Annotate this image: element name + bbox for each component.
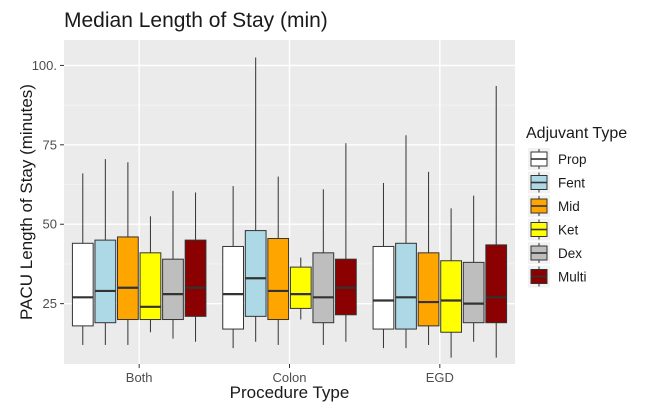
box-prop-egd (372, 182, 395, 349)
box-multi-both (184, 192, 207, 342)
box-dex-egd (462, 195, 485, 342)
box-body (267, 238, 290, 321)
box-body (222, 245, 244, 330)
chart-title: Median Length of Stay (min) (64, 9, 328, 32)
legend-item-mid: Mid (528, 195, 580, 217)
legend-item-ket: Ket (528, 218, 579, 241)
box-body (162, 258, 184, 321)
x-axis-title: Procedure Type (230, 383, 350, 402)
y-tick-label: 50 (43, 217, 57, 232)
box-series (71, 57, 508, 358)
x-axis-ticks: Both Colon EGD (126, 364, 454, 385)
y-tick-label: 100. (32, 58, 57, 73)
grid-lines (64, 40, 515, 364)
box-body (462, 261, 485, 324)
box-body (395, 242, 417, 330)
box-fent-egd (395, 135, 417, 349)
box-fent-both (94, 159, 117, 345)
box-body (94, 239, 117, 324)
box-body (244, 230, 267, 317)
legend-label: Dex (558, 246, 582, 261)
box-mid-colon (267, 176, 290, 345)
legend-label: Ket (558, 223, 579, 238)
box-mid-egd (417, 171, 440, 345)
y-axis-title: PACU Length of Stay (minutes) (17, 84, 36, 320)
box-body (289, 266, 312, 309)
x-tick-label: Both (126, 370, 153, 385)
legend-label: Mid (558, 199, 580, 214)
x-tick-label: EGD (426, 370, 454, 385)
box-body (117, 236, 139, 321)
box-body (312, 252, 335, 324)
y-tick-label: 75 (43, 137, 57, 152)
y-axis-ticks: 25 50 75 100. (32, 58, 64, 311)
legend-label: Multi (558, 270, 587, 285)
box-ket-both (139, 216, 162, 333)
legend-items: Prop Fent Mid Ket Dex Multi (528, 148, 587, 288)
box-prop-both (71, 173, 94, 345)
box-fent-colon (244, 57, 267, 342)
box-ket-egd (440, 208, 462, 358)
box-mid-both (117, 162, 139, 345)
legend: Adjuvant Type Prop Fent Mid Ket Dex Multi (526, 125, 627, 288)
box-body (440, 260, 462, 333)
legend-item-fent: Fent (528, 171, 585, 194)
legend-label: Prop (558, 152, 587, 167)
box-prop-colon (222, 186, 244, 349)
legend-item-dex: Dex (528, 242, 582, 264)
box-ket-colon (289, 257, 312, 320)
box-dex-both (162, 190, 184, 339)
box-body (485, 244, 508, 324)
box-body (417, 252, 440, 327)
legend-item-multi: Multi (528, 265, 587, 288)
box-multi-colon (335, 143, 357, 342)
box-dex-colon (312, 189, 335, 345)
legend-title: Adjuvant Type (526, 125, 627, 142)
box-body (139, 252, 162, 321)
y-tick-label: 25 (43, 296, 57, 311)
box-body (372, 245, 395, 330)
legend-label: Fent (558, 176, 585, 191)
box-body (184, 239, 207, 317)
box-multi-egd (485, 86, 508, 358)
legend-item-prop: Prop (528, 148, 587, 170)
x-tick-label: Colon (273, 370, 307, 385)
box-body (71, 242, 94, 327)
